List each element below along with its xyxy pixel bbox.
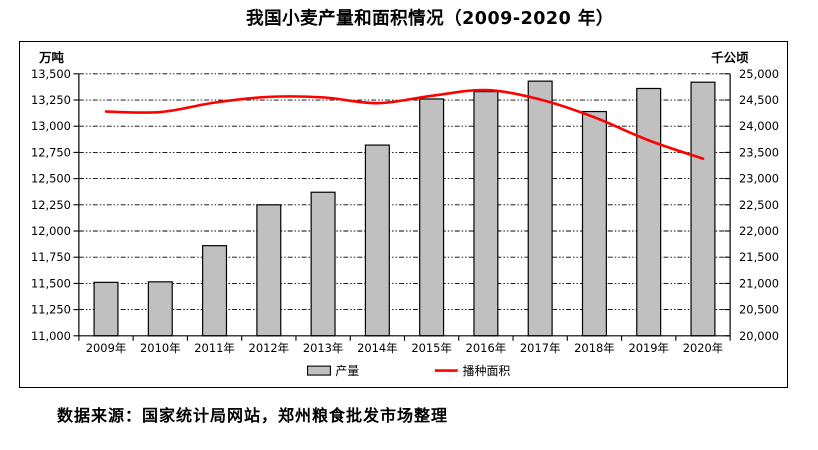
y-tick-label-left: 12,000 [31,224,71,238]
x-tick-label: 2009年 [86,341,127,355]
bar-2017年 [527,80,553,337]
y-tick-label-right: 22,500 [739,198,779,212]
bar-2018年 [581,110,607,337]
y-tick-label-right: 24,000 [739,119,779,133]
y-tick-label-left: 12,250 [31,198,71,212]
x-tick-label: 2010年 [140,341,181,355]
data-source-note: 数据来源：国家统计局网站，郑州粮食批发市场整理 [57,406,449,425]
y-tick-label-right: 23,500 [739,145,779,159]
axis-unit-labels: 万吨 千公顷 [38,50,749,65]
x-tick-label: 2017年 [520,341,561,355]
bar-2015年 [419,98,445,337]
x-tick-label: 2015年 [411,341,452,355]
y-tick-label-left: 13,000 [31,119,71,133]
chart-frame: 13,500 13,250 13,000 12,750 12,500 12,250 12,0… [19,41,788,388]
right-axis-unit-label: 千公顷 [711,50,749,65]
line-series [104,88,705,160]
x-tick-label: 2019年 [628,341,669,355]
legend-bar-swatch [307,365,331,376]
y-tick-label-left: 12,500 [31,172,71,186]
bar-2013年 [310,191,336,337]
x-tick-label: 2014年 [357,341,398,355]
y-axis-right-labels: 25,000 24,500 24,000 23,500 23,000 22,500 22,0… [739,67,779,343]
y-tick-label-left: 11,750 [31,250,71,264]
y-tick-label-left: 11,000 [31,329,71,343]
y-axis-left-labels: 13,500 13,250 13,000 12,750 12,500 12,250 12,0… [31,67,71,343]
y-tick-label-right: 20,000 [739,329,779,343]
y-tick-label-right: 21,000 [739,276,779,290]
bar-series [93,80,716,337]
bar-2016年 [473,91,499,337]
bar-2009年 [93,281,119,337]
y-tick-label-left: 13,250 [31,93,71,107]
bar-2019年 [636,87,662,337]
gridlines [78,73,731,311]
y-tick-label-right: 25,000 [739,67,779,81]
y-tick-label-right: 21,500 [739,250,779,264]
x-tick-label: 2016年 [466,341,506,355]
bar-2012年 [256,204,282,337]
y-tick-label-left: 11,500 [31,276,71,290]
y-tick-label-right: 22,000 [739,224,779,238]
x-tick-label: 2012年 [249,341,290,355]
y-tick-label-right: 24,500 [739,93,779,107]
legend: 产量 播种面积 [307,364,511,378]
y-tick-label-left: 12,750 [31,145,71,159]
bar-2020年 [690,81,716,337]
left-axis-unit-label: 万吨 [38,50,64,65]
x-tick-label: 2020年 [683,341,724,355]
area-line [104,88,705,160]
legend-label-production: 产量 [335,364,359,378]
chart-canvas: 13,500 13,250 13,000 12,750 12,500 12,250 12,0… [31,50,779,378]
y-tick-label-left: 11,250 [31,303,71,317]
x-tick-label: 2018年 [574,341,615,355]
y-tick-label-left: 13,500 [31,67,71,81]
y-tick-label-right: 20,500 [739,303,779,317]
x-axis-labels: 2009年 2010年 2011年 2012年 2013年 2014年 2015年 2016年… [86,341,723,355]
bar-2010年 [147,281,173,337]
bar-2014年 [364,144,390,337]
chart-title: 我国小麦产量和面积情况（2009-2020 年） [246,9,614,29]
x-tick-label: 2013年 [303,341,344,355]
legend-label-sown-area: 播种面积 [463,364,511,378]
tick-marks [73,73,731,341]
y-tick-label-right: 23,000 [739,172,779,186]
bar-2011年 [202,245,228,337]
x-tick-label: 2011年 [194,341,235,355]
